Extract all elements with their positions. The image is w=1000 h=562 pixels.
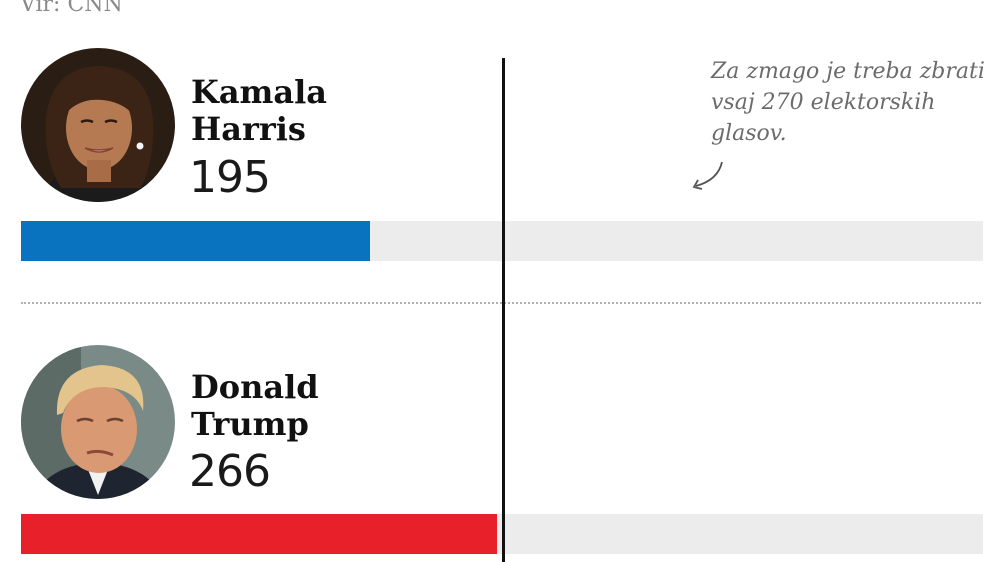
curved-arrow-icon xyxy=(692,161,723,190)
threshold-note: Za zmago je treba zbrati vsaj 270 elekto… xyxy=(711,59,985,146)
harris-bar xyxy=(21,221,370,261)
source-label: Vir: CNN xyxy=(20,0,123,17)
trump-bar-track xyxy=(21,514,983,554)
trump-first-name: Donald xyxy=(191,368,319,406)
threshold-line xyxy=(502,58,506,562)
trump-portrait xyxy=(21,345,175,499)
harris-first-name: Kamala xyxy=(191,73,328,111)
trump-bar xyxy=(21,514,497,554)
harris-portrait-image xyxy=(21,48,175,202)
divider xyxy=(21,302,981,304)
harris-bar-track xyxy=(21,221,983,261)
harris-portrait xyxy=(21,48,175,202)
trump-portrait-image xyxy=(21,345,175,499)
harris-last-name: Harris xyxy=(191,110,306,148)
trump-last-name: Trump xyxy=(191,405,309,443)
trump-votes-label: 266 xyxy=(189,446,271,497)
harris-votes-label: 195 xyxy=(189,152,271,203)
